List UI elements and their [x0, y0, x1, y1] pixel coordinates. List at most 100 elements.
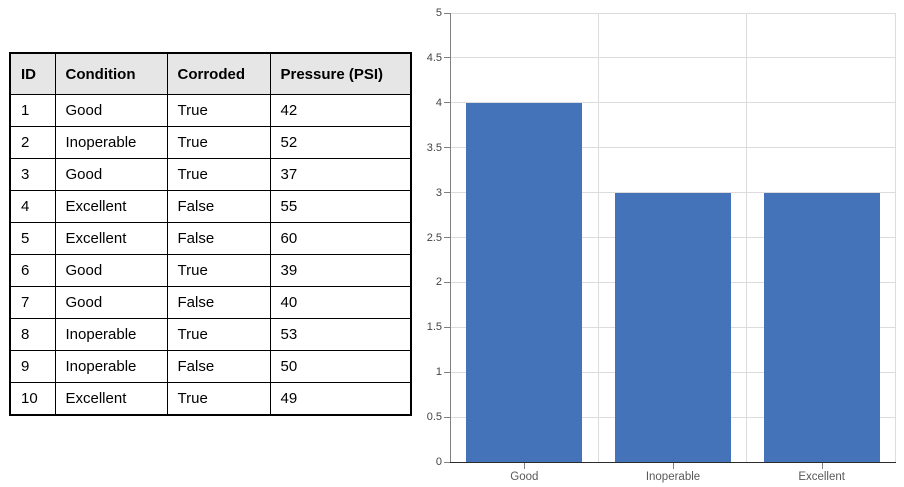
y-axis-tick: [444, 461, 450, 463]
table-cell: 9: [9, 350, 56, 383]
y-axis-tick: [444, 147, 450, 149]
table-header-cell-condition: Condition: [54, 52, 168, 95]
table-cell: 1: [9, 94, 56, 127]
table-cell: True: [166, 158, 271, 191]
table-cell: 55: [269, 190, 412, 223]
x-axis-category-label: Excellent: [798, 471, 845, 483]
chart-plot-area: 0 0.5 1 1.5 2 2.5 3 3.5 4 4.5 5 Good Inoperable Excel…: [427, 7, 896, 483]
table-cell: False: [166, 222, 271, 255]
table-cell: 49: [269, 382, 412, 416]
y-axis-tick: [444, 57, 450, 59]
bar-good: [466, 102, 583, 462]
y-axis-tick-label: 4: [435, 96, 442, 109]
table-cell: 60: [269, 222, 412, 255]
bar-excellent: [763, 192, 880, 462]
table-cell: True: [166, 254, 271, 287]
table-row: 1 Good True 42: [9, 94, 412, 127]
table-cell: 39: [269, 254, 412, 287]
y-axis-tick-label: 2.5: [426, 231, 442, 244]
table-row: 5 Excellent False 60: [9, 222, 412, 255]
y-axis-tick-label: 1.5: [426, 321, 442, 334]
table-row: 10 Excellent True 49: [9, 382, 412, 416]
table-cell: 42: [269, 94, 412, 127]
table-cell: Inoperable: [54, 350, 168, 383]
table-header-cell-corroded: Corroded: [166, 52, 271, 95]
table-header-cell-id: ID: [9, 52, 56, 95]
table-cell: 50: [269, 350, 412, 383]
table-cell: 2: [9, 126, 56, 159]
y-axis-tick-label: 0.5: [426, 411, 442, 424]
table-row: 9 Inoperable False 50: [9, 350, 412, 383]
y-axis-tick: [444, 371, 450, 373]
table-cell: 4: [9, 190, 56, 223]
y-axis-tick: [444, 281, 450, 283]
table-row: 3 Good True 37: [9, 158, 412, 191]
table-cell: Good: [54, 94, 168, 127]
x-axis-category-label: Inoperable: [645, 471, 701, 483]
table-cell: 10: [9, 382, 56, 416]
table-cell: False: [166, 190, 271, 223]
x-axis-category-label: Good: [510, 471, 539, 483]
y-axis-tick: [444, 237, 450, 238]
x-axis-tick: [673, 463, 674, 469]
gridline-horizontal: [450, 12, 896, 14]
y-axis-tick: [444, 416, 450, 418]
gridline-vertical: [895, 13, 896, 462]
table-cell: Inoperable: [54, 126, 168, 159]
y-axis-tick: [444, 102, 450, 104]
table-cell: False: [166, 350, 271, 383]
table-cell: Good: [54, 158, 168, 191]
table-row: 4 Excellent False 55: [9, 190, 412, 223]
gridline-vertical: [746, 13, 748, 462]
y-axis-tick-label: 0: [435, 456, 442, 468]
table-header-cell-pressure-psi: Pressure (PSI): [269, 52, 412, 95]
bar-chart: 0 0.5 1 1.5 2 2.5 3 3.5 4 4.5 5 Good Inoperable Excel…: [426, 0, 904, 487]
x-axis-tick: [524, 463, 526, 469]
table-body: 1 Good True 42 2 Inoperable True 52 3 Good True 37 4…: [9, 94, 412, 416]
y-axis-tick-label: 5: [435, 7, 442, 19]
table-cell: Excellent: [54, 382, 168, 416]
table-cell: Good: [54, 254, 168, 287]
table-cell: 7: [9, 286, 56, 319]
table-header-row: ID Condition Corroded Pressure (PSI): [9, 52, 412, 95]
table-cell: 52: [269, 126, 412, 159]
table-cell: Good: [54, 286, 168, 319]
y-axis-tick: [444, 326, 450, 328]
table-row: 8 Inoperable True 53: [9, 318, 412, 351]
y-axis-tick: [444, 192, 450, 194]
y-axis-tick: [444, 12, 450, 14]
y-axis-tick-label: 3: [435, 186, 442, 199]
gridline-horizontal: [450, 192, 896, 194]
x-axis-line: [450, 461, 896, 463]
y-axis-tick-label: 4.5: [426, 51, 442, 64]
gridline-horizontal: [450, 102, 896, 104]
table-cell: True: [166, 382, 271, 416]
table-cell: 8: [9, 318, 56, 351]
y-axis-tick-label: 1: [435, 366, 442, 379]
table-cell: 5: [9, 222, 56, 255]
table-cell: Inoperable: [54, 318, 168, 351]
table-row: 7 Good False 40: [9, 286, 412, 319]
table-cell: True: [166, 318, 271, 351]
table-cell: True: [166, 94, 271, 127]
y-axis-tick-label: 2: [435, 276, 442, 289]
x-axis-tick: [821, 463, 823, 469]
y-axis-line: [450, 13, 451, 462]
gridline-vertical: [597, 13, 599, 462]
table-cell: 3: [9, 158, 56, 191]
table-cell: Excellent: [54, 222, 168, 255]
table-row: 6 Good True 39: [9, 254, 412, 287]
bar-inoperable: [615, 192, 731, 462]
table-cell: 53: [269, 318, 412, 351]
gridline-horizontal: [450, 147, 896, 149]
table-cell: 37: [269, 158, 412, 191]
table-cell: True: [166, 126, 271, 159]
table-row: 2 Inoperable True 52: [9, 126, 412, 159]
table-cell: 6: [9, 254, 56, 287]
table-cell: False: [166, 286, 271, 319]
table-cell: 40: [269, 286, 412, 319]
table-cell: Excellent: [54, 190, 168, 223]
y-axis-tick-label: 3.5: [426, 141, 442, 154]
data-table: ID Condition Corroded Pressure (PSI) 1 Good T…: [9, 52, 412, 416]
